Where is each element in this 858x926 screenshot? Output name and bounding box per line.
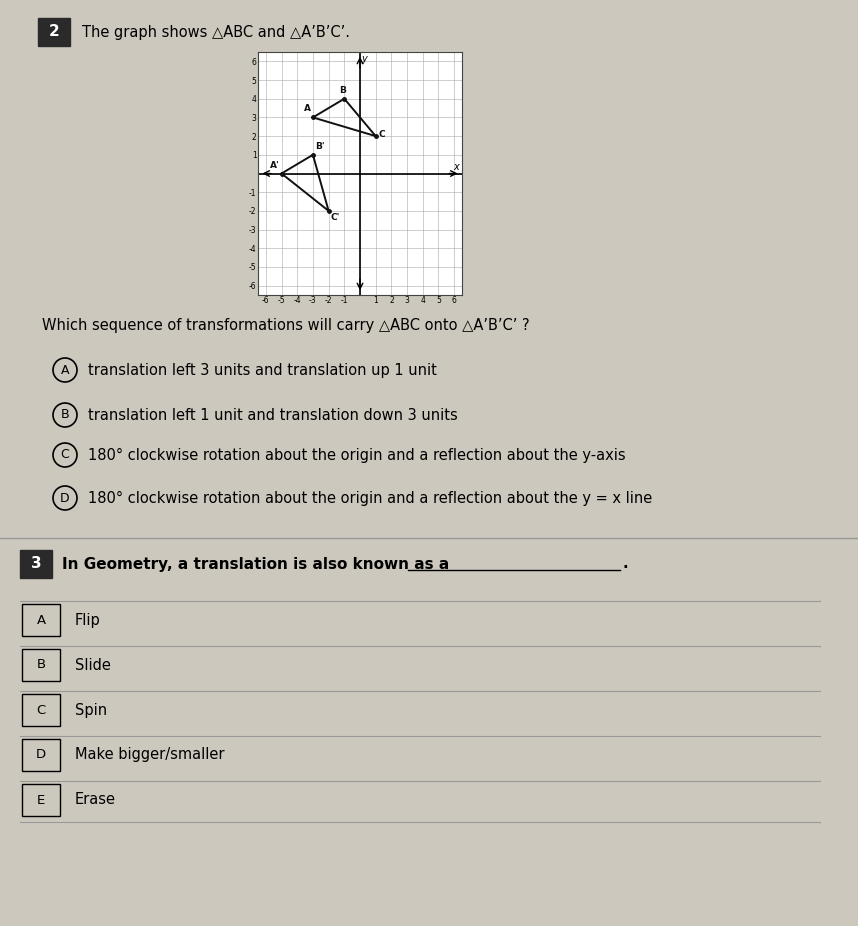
- Bar: [22, 694, 60, 726]
- Text: B: B: [339, 86, 346, 95]
- Text: C': C': [331, 213, 341, 221]
- Bar: [20, 550, 52, 578]
- Text: D: D: [60, 492, 69, 505]
- Text: translation left 1 unit and translation down 3 units: translation left 1 unit and translation …: [88, 407, 458, 422]
- Text: D: D: [36, 748, 46, 761]
- Bar: [38, 18, 70, 46]
- Text: Erase: Erase: [75, 793, 116, 807]
- Bar: [22, 784, 60, 816]
- Text: In Geometry, a translation is also known as a: In Geometry, a translation is also known…: [62, 557, 455, 571]
- Text: A: A: [61, 364, 69, 377]
- Text: E: E: [37, 794, 45, 807]
- Text: .: .: [622, 557, 627, 571]
- Text: x: x: [454, 162, 459, 172]
- Text: Which sequence of transformations will carry △ABC onto △A’B’C’ ?: Which sequence of transformations will c…: [42, 318, 529, 333]
- Text: The graph shows △ABC and △A’B’C’.: The graph shows △ABC and △A’B’C’.: [82, 26, 350, 41]
- Text: Make bigger/smaller: Make bigger/smaller: [75, 747, 225, 762]
- Text: B: B: [36, 658, 45, 671]
- Text: B': B': [315, 142, 325, 151]
- Text: A': A': [270, 161, 280, 169]
- Bar: [22, 604, 60, 636]
- Bar: [22, 649, 60, 681]
- Text: A: A: [36, 614, 45, 627]
- Text: Slide: Slide: [75, 657, 111, 672]
- Text: 180° clockwise rotation about the origin and a reflection about the y = x line: 180° clockwise rotation about the origin…: [88, 491, 652, 506]
- Bar: [22, 739, 60, 771]
- Text: C: C: [378, 130, 384, 139]
- Text: translation left 3 units and translation up 1 unit: translation left 3 units and translation…: [88, 362, 437, 378]
- Text: y: y: [361, 54, 367, 64]
- Text: C: C: [61, 448, 69, 461]
- Text: 3: 3: [31, 557, 41, 571]
- Text: B: B: [61, 408, 69, 421]
- Text: Flip: Flip: [75, 612, 100, 628]
- Text: A: A: [304, 104, 311, 113]
- Text: C: C: [36, 704, 45, 717]
- Text: Spin: Spin: [75, 703, 107, 718]
- Text: 2: 2: [49, 24, 59, 40]
- Text: 180° clockwise rotation about the origin and a reflection about the y-axis: 180° clockwise rotation about the origin…: [88, 447, 625, 462]
